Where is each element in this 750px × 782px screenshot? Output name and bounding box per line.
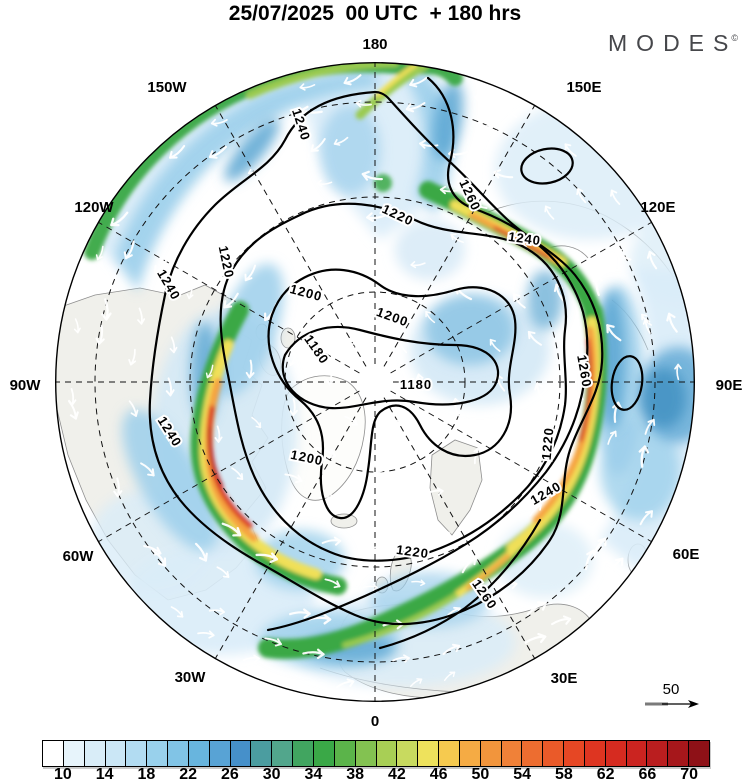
lon-label-180: 180 [362,36,387,53]
graticule [56,63,694,701]
longitude-labels: 180 150W 120W 90W 60W 30W 0 30E 60E 90E … [10,36,743,730]
contour-label: 1220 [395,542,430,561]
colorbar [42,740,710,767]
lon-label-150e: 150E [566,79,601,96]
colorbar-cell [521,741,543,766]
colorbar-cell [229,741,251,766]
colorbar-cell [62,741,84,766]
contour-1180 [281,326,500,410]
lon-label-90e: 90E [716,377,743,394]
colorbar-cell [187,741,209,766]
contour-label: 1220 [539,427,557,461]
colorbar-cell [333,741,355,766]
logo-copyright-icon: © [731,33,738,43]
contour-closed-high [520,147,574,185]
colorbar-cell [146,741,168,766]
lon-label-60w: 60W [63,548,95,565]
map-boundary-circle [55,62,695,702]
contour-1240 [148,90,604,626]
colorbar-cell [563,741,584,766]
colorbar-tick-label: 10 [53,766,72,782]
colorbar-cell [312,741,334,766]
colorbar-cell [417,741,439,766]
colorbar-tick-label: 66 [638,766,657,782]
colorbar-tick-label: 54 [513,766,532,782]
colorbar-cell [292,741,313,766]
lon-label-120e: 120E [640,199,675,216]
wind-scale-value: 50 [663,681,680,698]
colorbar-tick-label: 30 [262,766,281,782]
contour-label: 1180 [400,377,432,392]
arctic-island [280,327,296,349]
colorbar-cell [396,741,418,766]
polar-map: 1180 1180 1200 1200 1200 1220 1220 1220 … [10,36,743,730]
colorbar-cell [375,741,397,766]
colorbar-cell [500,741,522,766]
colorbar-cell [604,741,626,766]
colorbar-cell [438,741,459,766]
colorbar-tick-label: 26 [220,766,239,782]
colorbar-tick-label: 42 [387,766,406,782]
colorbar-cell [104,741,126,766]
colorbar-cell [208,741,230,766]
contour-1260-europe [378,518,542,650]
colorbar-tick-labels: 10 14 18 22 26 30 34 38 42 46 50 54 58 62 66 70 [0,766,750,782]
colorbar-cell [542,741,564,766]
lon-label-30e: 30E [551,670,578,687]
map-title: 25/07/2025 00 UTC + 180 hrs [228,2,522,25]
colorbar-tick-label: 38 [346,766,365,782]
lon-label-60e: 60E [673,546,700,563]
modes-logo: MODES© [608,30,738,57]
colorbar-tick-label: 50 [471,766,490,782]
contour-closed-low [610,355,644,411]
colorbar-cell [271,741,293,766]
colorbar-tick-label: 62 [596,766,615,782]
height-contours [148,76,644,650]
colorbar-cell [83,741,105,766]
colorbar-tick-label: 14 [95,766,114,782]
lon-label-120w: 120W [74,199,114,216]
lon-label-150w: 150W [147,79,187,96]
contour-1220 [219,202,567,562]
lon-label-30w: 30W [175,669,207,686]
colorbar-cell [250,741,272,766]
contour-1200 [267,268,517,520]
colorbar-cell [458,741,480,766]
lon-label-0: 0 [371,713,379,730]
colorbar-tick-label: 58 [554,766,573,782]
colorbar-cell [354,741,376,766]
colorbar-cell [625,741,647,766]
contour-label: 1240 [507,229,542,248]
colorbar-tick-label: 18 [137,766,156,782]
scandinavia [429,439,483,536]
colorbar-cell [646,741,668,766]
colorbar-tick-label: 46 [429,766,448,782]
colorbar-tick-label: 22 [179,766,198,782]
colorbar-cell [479,741,501,766]
colorbar-cell [43,741,63,766]
wind-scale: 50 [645,681,699,708]
colorbar-cell [125,741,147,766]
colorbar-tick-label: 34 [304,766,323,782]
colorbar-cell [688,741,709,766]
colorbar-tick-label: 70 [680,766,699,782]
colorbar-cell [583,741,605,766]
colorbar-cell [167,741,188,766]
wind-scale-arrowhead-icon [688,700,699,708]
lon-label-90w: 90W [10,377,42,394]
contour-1260 [266,76,589,632]
logo-text: MODES [608,30,738,56]
colorbar-cell [667,741,689,766]
